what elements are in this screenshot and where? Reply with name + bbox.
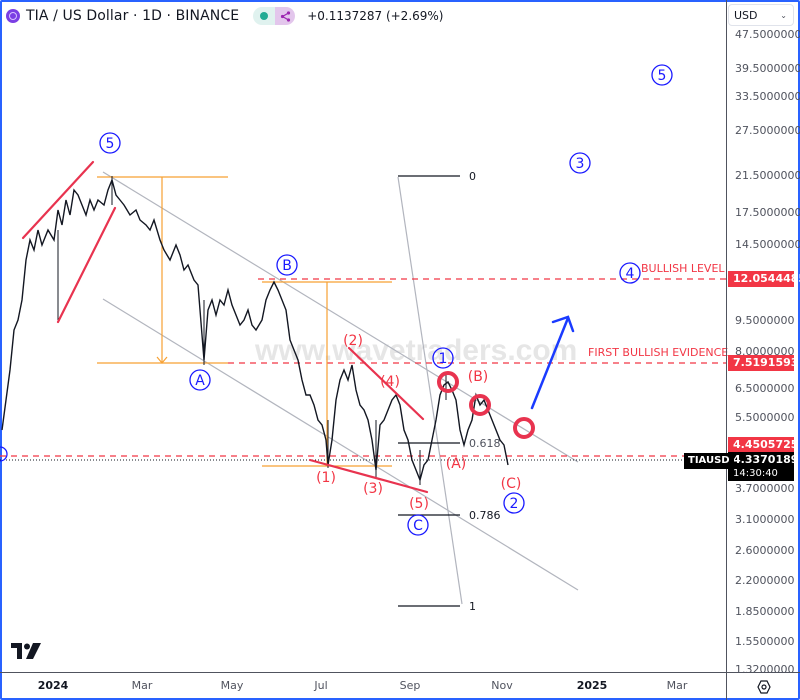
bullish-level-label: BULLISH LEVEL [641, 262, 725, 275]
price-tick: 1.8500000 [735, 605, 795, 618]
time-axis-border [0, 672, 800, 673]
fib-0: 0 [469, 170, 476, 183]
time-tick: Nov [491, 679, 513, 692]
price-tick: 33.5000000 [735, 90, 800, 103]
svg-text:(5): (5) [409, 496, 429, 512]
price-axis-border [726, 0, 727, 700]
price-tick: 47.5000000 [735, 28, 800, 41]
price-tick: 1.3200000 [735, 664, 795, 672]
price-tick: 3.7000000 [735, 482, 795, 495]
currency-value: USD [734, 8, 758, 22]
bullish-level-price: 12.0544485 [728, 271, 800, 287]
watermark: www.wavetraders.com [254, 334, 577, 367]
settings-icon[interactable] [756, 679, 772, 695]
price-change: +0.1137287 (+2.69%) [307, 9, 444, 23]
currency-select[interactable]: USD ⌄ [728, 4, 794, 26]
red-trend-lines [21, 160, 429, 494]
symbol-logo-icon [6, 9, 20, 23]
price-series [1, 177, 509, 483]
measure-tools [97, 176, 392, 467]
time-tick: Jul [314, 679, 328, 692]
time-tick: Mar [666, 679, 688, 692]
price-tick: 39.5000000 [735, 62, 800, 75]
market-open-icon [253, 7, 276, 25]
svg-text:5: 5 [106, 136, 115, 152]
price-tick: 2.2000000 [735, 574, 795, 587]
blue-wave-labels: 5 B A C 1 2 3 4 5 [106, 68, 667, 534]
price-tick: 8.0000000 [735, 345, 795, 358]
svg-text:(C): (C) [501, 476, 522, 492]
svg-text:A: A [195, 373, 205, 389]
bar-countdown: 14:30:40 [728, 467, 794, 481]
last-price: 4.3370189 [728, 452, 798, 468]
time-tick: Mar [131, 679, 153, 692]
svg-text:4: 4 [626, 266, 635, 282]
svg-text:(2): (2) [343, 333, 363, 349]
symbol-price-tag: TIAUSD [684, 453, 734, 469]
time-tick: 2025 [576, 679, 608, 692]
price-tick: 14.5000000 [735, 238, 800, 251]
price-tick: 5.5000000 [735, 411, 795, 424]
price-tick: 17.5000000 [735, 206, 800, 219]
red-wave-labels: (1) (2) (3) (4) (5) (A) (B) (C) [316, 333, 521, 512]
svg-text:B: B [282, 258, 292, 274]
first-bullish-label: FIRST BULLISH EVIDENCE [588, 346, 729, 359]
svg-text:2: 2 [510, 496, 519, 512]
price-tick: 9.5000000 [735, 314, 795, 327]
svg-text:3: 3 [576, 156, 585, 172]
candle-wicks [57, 176, 447, 485]
time-tick: Sep [399, 679, 421, 692]
time-tick: May [220, 679, 244, 692]
time-tick: 2024 [37, 679, 69, 692]
level-lines [0, 278, 726, 457]
chevron-down-icon: ⌄ [780, 10, 787, 20]
market-status-pill[interactable] [253, 7, 296, 25]
chart-header: TIA / US Dollar · 1D · BINANCE +0.113728… [6, 4, 444, 28]
price-tick: 6.5000000 [735, 382, 795, 395]
svg-text:1: 1 [439, 351, 448, 367]
symbol-title[interactable]: TIA / US Dollar · 1D · BINANCE [26, 8, 240, 24]
price-chart[interactable]: www.wavetraders.com 0 0.618 0.786 1 [0, 0, 726, 672]
blue-arrow-icon [530, 315, 575, 410]
svg-text:(1): (1) [316, 470, 336, 486]
prev-close-price: 4.4505725 [728, 437, 798, 453]
channel-lines [102, 171, 579, 605]
fib-786: 0.786 [469, 509, 501, 522]
price-tick: 2.6000000 [735, 544, 795, 557]
svg-text:(3): (3) [363, 481, 383, 497]
price-tick: 1.5500000 [735, 635, 795, 648]
svg-text:(4): (4) [380, 374, 400, 390]
svg-text:C: C [413, 518, 423, 534]
price-tick: 27.5000000 [735, 124, 800, 137]
blue-wave-circles [0, 64, 673, 536]
fib-1: 1 [469, 600, 476, 613]
svg-text:(B): (B) [468, 369, 489, 385]
svg-text:5: 5 [658, 68, 667, 84]
fib-618: 0.618 [469, 437, 501, 450]
price-tick: 3.1000000 [735, 513, 795, 526]
red-circle-markers [437, 371, 535, 439]
price-tick: 21.5000000 [735, 169, 800, 182]
share-icon[interactable] [275, 7, 296, 25]
first-bullish-price: 7.5191593 [728, 355, 798, 371]
tradingview-logo-icon[interactable] [11, 643, 41, 663]
svg-text:(A): (A) [446, 456, 467, 472]
